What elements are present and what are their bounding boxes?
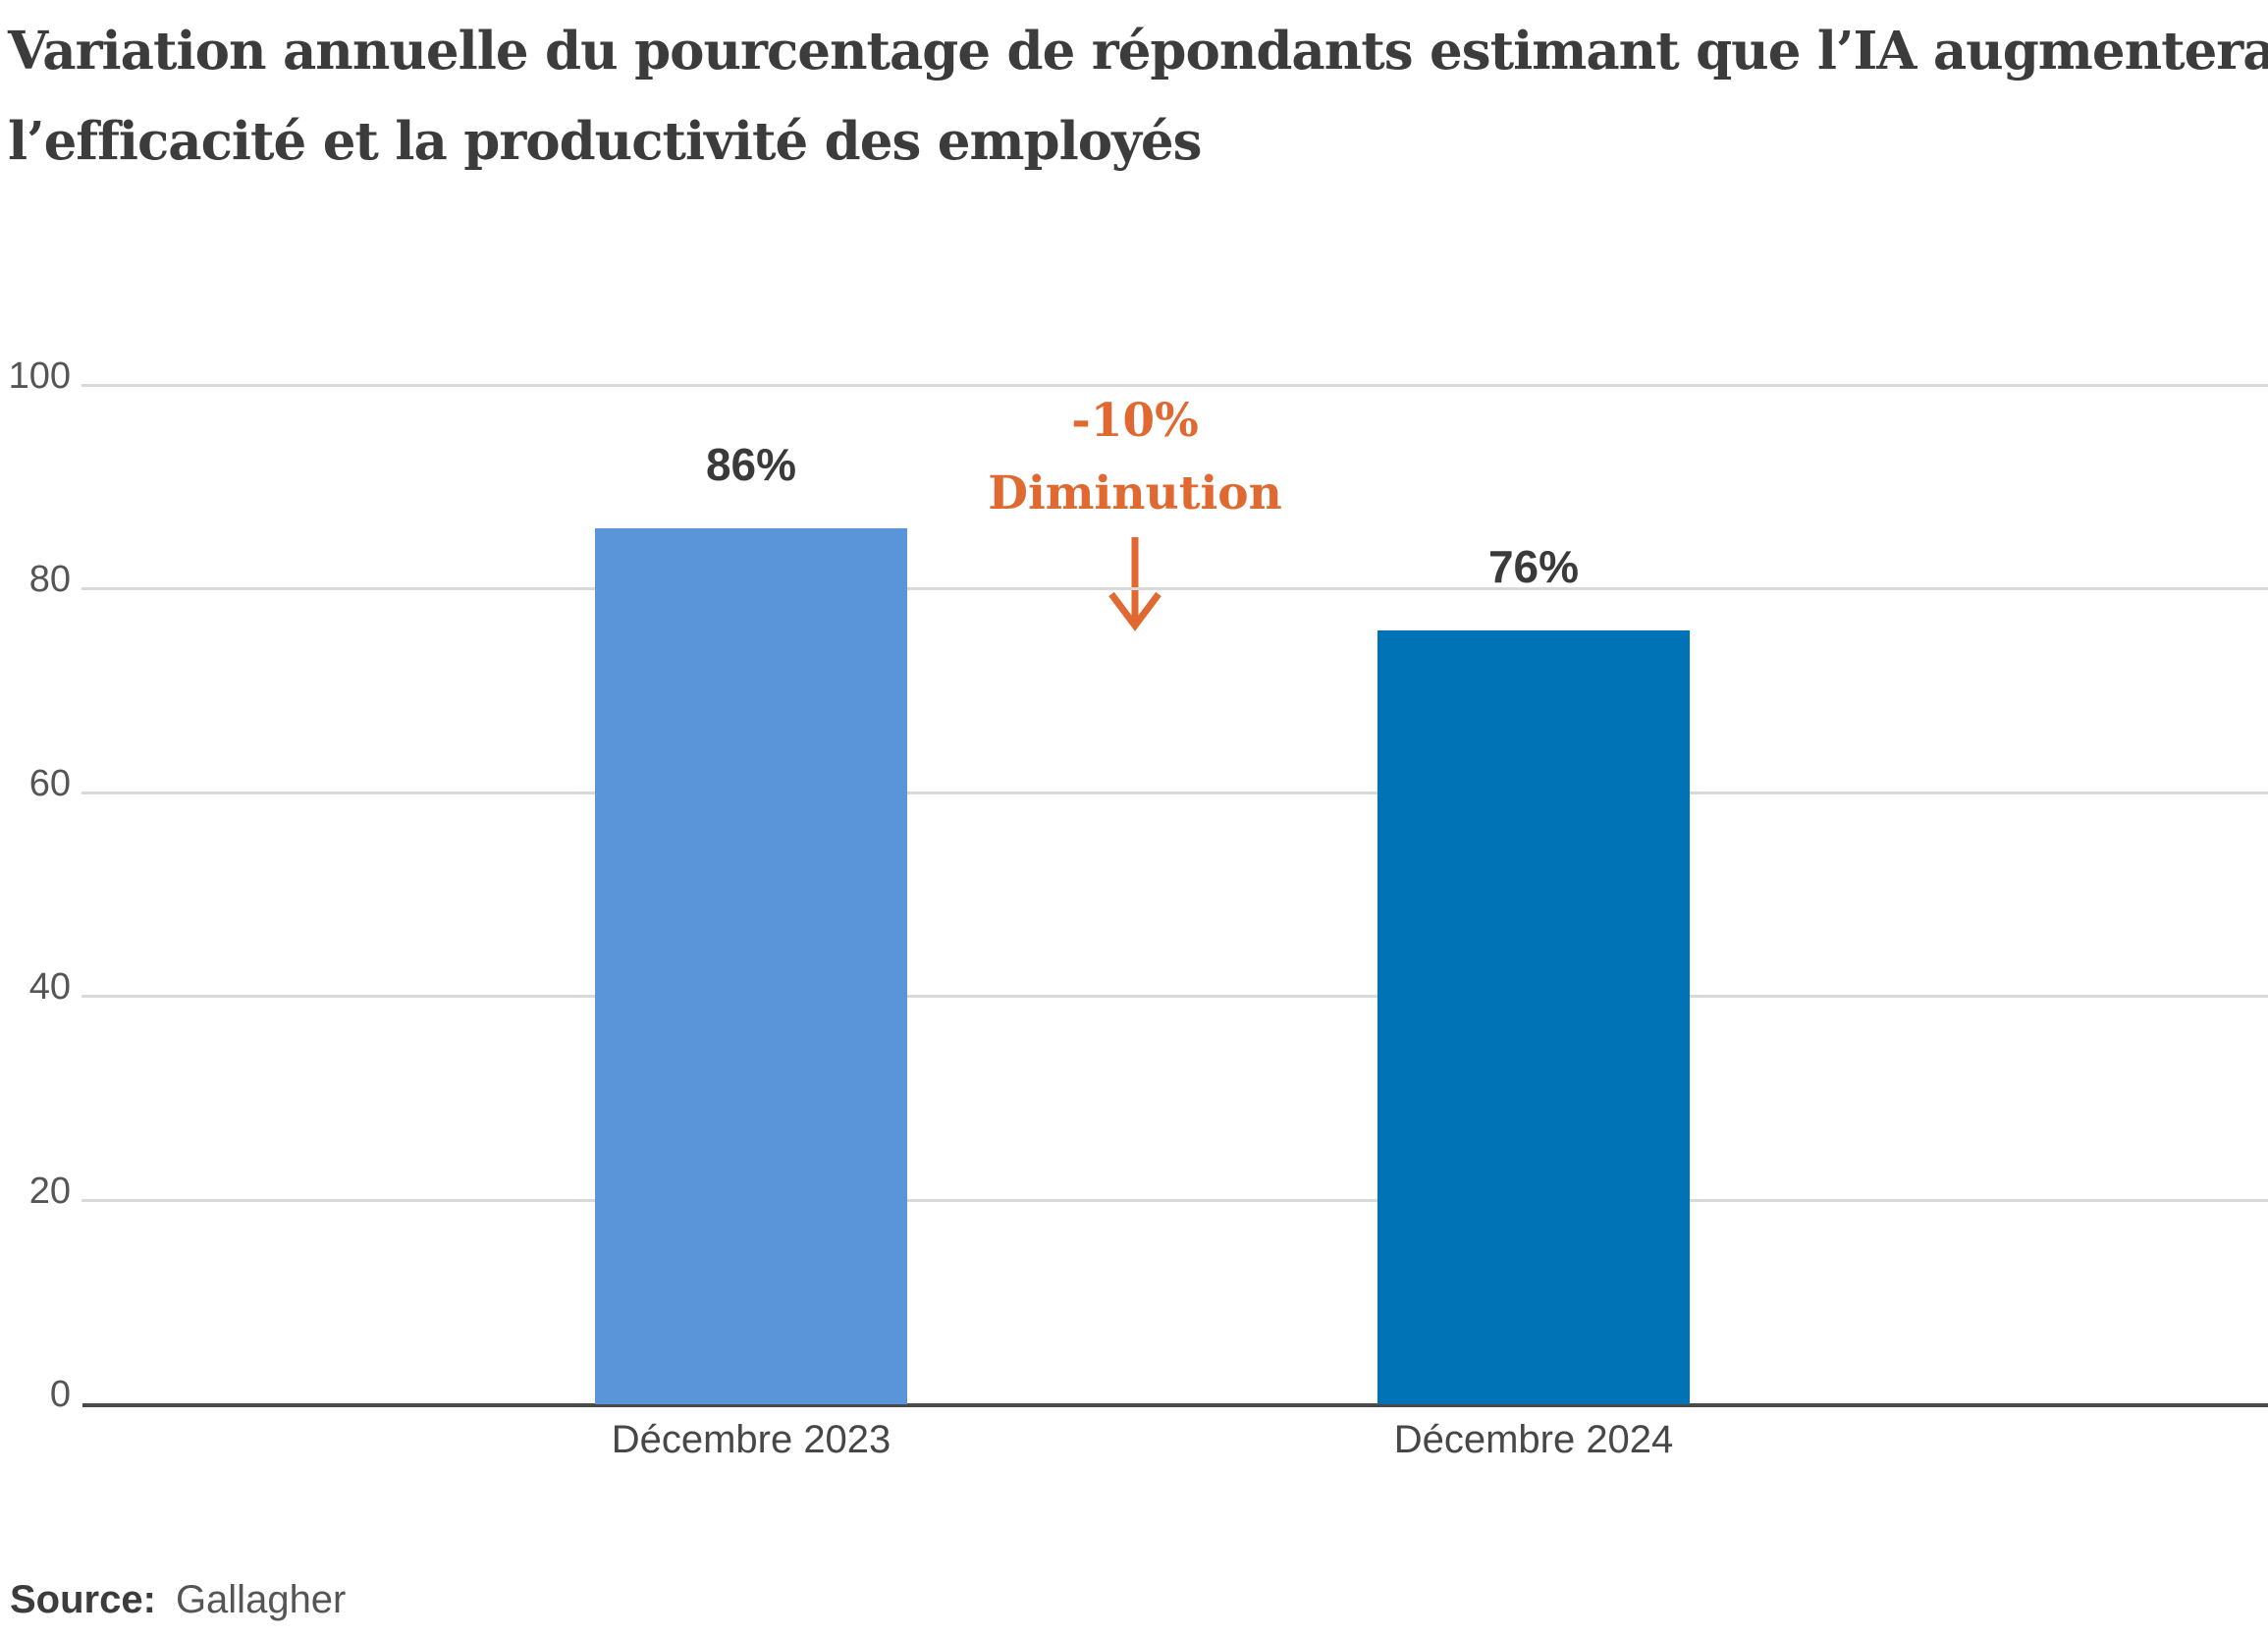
gridline-40: [81, 995, 2268, 999]
y-tick-label-40: 40: [28, 966, 71, 1009]
y-tick-label-20: 20: [28, 1170, 71, 1212]
x-category-label-2: Décembre 2024: [1393, 1418, 1674, 1461]
chart-title-line-2: l’efficacité et la productivité des empl…: [8, 111, 1202, 172]
annotation-delta-value: -10%: [1071, 394, 1199, 448]
y-tick-label-0: 0: [49, 1374, 71, 1415]
bar-d-cembre-2024: [1377, 629, 1690, 1404]
y-tick-label-60: 60: [28, 762, 71, 804]
gridline-60: [81, 791, 2268, 794]
x-axis-line: [82, 1403, 2268, 1407]
chart-title-line-1: Variation annuelle du pourcentage de rép…: [8, 21, 2268, 82]
bar-value-label-1: 86%: [705, 439, 797, 491]
source-label: Source:: [10, 1578, 156, 1621]
annotation-direction-label: Diminution: [988, 466, 1282, 520]
y-tick-label-80: 80: [28, 559, 71, 601]
chart-title: Variation annuelle du pourcentage de rép…: [8, 6, 2268, 187]
gridline-80: [81, 587, 2268, 591]
y-tick-label-100: 100: [8, 355, 71, 397]
gridline-100: [81, 384, 2268, 387]
gridline-20: [81, 1198, 2268, 1202]
x-category-label-1: Décembre 2023: [611, 1418, 891, 1461]
source-note: Source: Gallagher: [10, 1575, 346, 1624]
down-arrow-icon: [1108, 537, 1161, 631]
bar-value-label-2: 76%: [1487, 540, 1580, 592]
bar-d-cembre-2023: [595, 528, 907, 1404]
source-value: Gallagher: [175, 1578, 347, 1621]
